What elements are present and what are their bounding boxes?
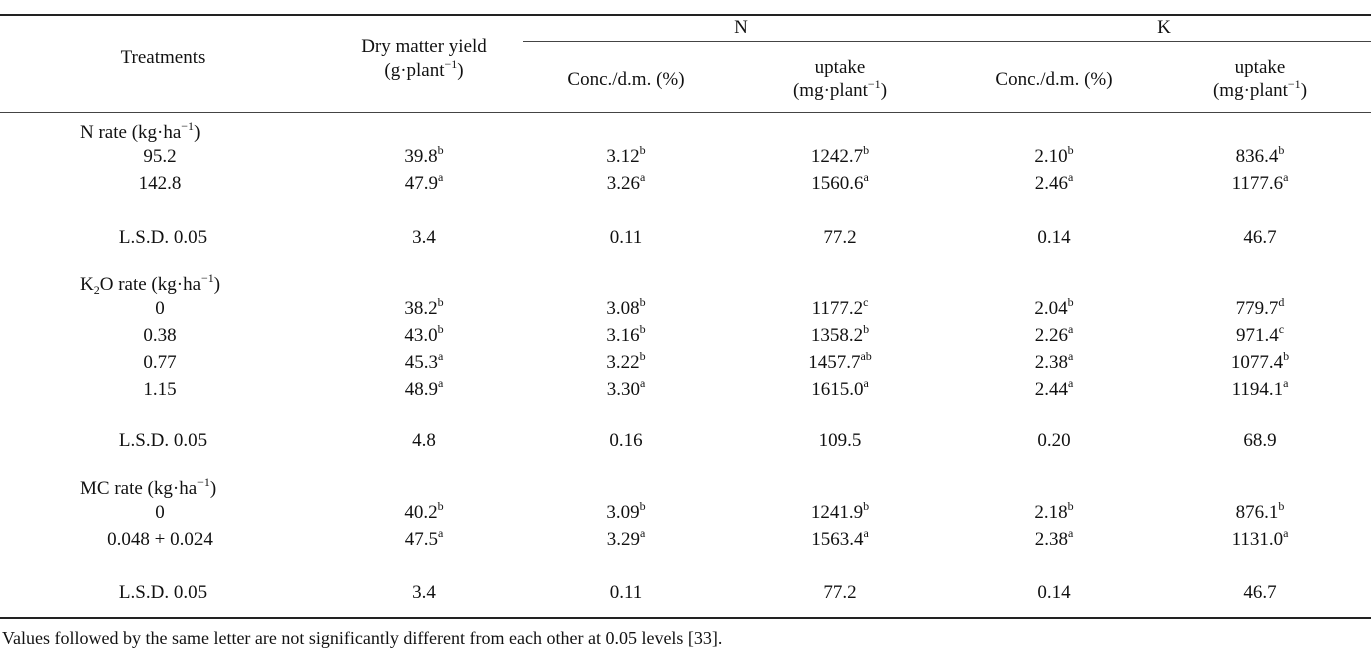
cell-k-conc: 2.26a	[1034, 321, 1074, 346]
cell-n-uptake: 1242.7b	[810, 142, 870, 167]
section-title: K2O rate (kg·ha−1)	[80, 270, 221, 297]
lsd-k-uptake: 46.7	[1243, 227, 1277, 248]
cell-dry-matter-yield: 47.5a	[404, 525, 444, 550]
cell-k-conc: 2.38a	[1034, 525, 1074, 550]
cell-n-conc: 3.09b	[606, 498, 646, 523]
cell-k-uptake: 876.1b	[1235, 498, 1285, 523]
cell-n-conc: 3.12b	[606, 142, 646, 167]
lsd-n-uptake: 77.2	[823, 582, 857, 603]
header-n-uptake: uptake	[814, 57, 866, 78]
cell-k-conc: 2.38a	[1034, 348, 1074, 373]
lsd-k-conc: 0.14	[1037, 227, 1071, 248]
lsd-n-conc: 0.11	[609, 582, 643, 603]
lsd-label: L.S.D. 0.05	[118, 227, 208, 248]
cell-k-conc: 2.44a	[1034, 375, 1074, 400]
header-treatments: Treatments	[120, 47, 206, 68]
lsd-k-uptake: 46.7	[1243, 582, 1277, 603]
cell-k-uptake: 779.7d	[1235, 294, 1285, 319]
cell-n-uptake: 1177.2c	[811, 294, 869, 319]
lsd-n-conc: 0.16	[609, 430, 643, 451]
cell-dry-matter-yield: 47.9a	[404, 169, 444, 194]
group-header-rule	[523, 41, 1371, 42]
header-n-uptake-unit: (mg·plant−1)	[792, 76, 888, 101]
header-n-conc: Conc./d.m. (%)	[567, 69, 685, 90]
lsd-dry-matter-yield: 3.4	[412, 582, 436, 603]
treatment-label: 0.77	[143, 352, 177, 373]
lsd-k-conc: 0.20	[1037, 430, 1071, 451]
table-top-rule	[0, 14, 1371, 16]
cell-n-conc: 3.16b	[606, 321, 646, 346]
cell-k-conc: 2.04b	[1034, 294, 1074, 319]
cell-n-conc: 3.22b	[606, 348, 646, 373]
lsd-dry-matter-yield: 4.8	[412, 430, 436, 451]
table-bottom-rule	[0, 617, 1371, 619]
treatment-label: 95.2	[143, 146, 177, 167]
lsd-label: L.S.D. 0.05	[118, 430, 208, 451]
header-dry-matter-unit: (g·plant−1)	[384, 56, 464, 81]
cell-n-uptake: 1358.2b	[810, 321, 870, 346]
cell-dry-matter-yield: 38.2b	[404, 294, 444, 319]
cell-dry-matter-yield: 45.3a	[404, 348, 444, 373]
header-group-n: N	[734, 17, 748, 38]
cell-dry-matter-yield: 43.0b	[404, 321, 444, 346]
header-bottom-rule	[0, 112, 1371, 113]
treatment-label: 0	[155, 298, 165, 319]
cell-n-conc: 3.29a	[606, 525, 646, 550]
cell-k-uptake: 971.4c	[1235, 321, 1285, 346]
treatment-label: 0	[155, 502, 165, 523]
cell-dry-matter-yield: 48.9a	[404, 375, 444, 400]
cell-k-uptake: 1131.0a	[1231, 525, 1289, 550]
cell-k-uptake: 836.4b	[1235, 142, 1285, 167]
lsd-label: L.S.D. 0.05	[118, 582, 208, 603]
section-title: MC rate (kg·ha−1)	[80, 474, 217, 499]
lsd-n-uptake: 109.5	[818, 430, 862, 451]
treatment-label: 142.8	[138, 173, 182, 194]
cell-n-conc: 3.26a	[606, 169, 646, 194]
cell-k-uptake: 1077.4b	[1230, 348, 1290, 373]
cell-n-uptake: 1457.7ab	[808, 348, 872, 373]
cell-n-conc: 3.08b	[606, 294, 646, 319]
lsd-n-conc: 0.11	[609, 227, 643, 248]
cell-n-uptake: 1563.4a	[811, 525, 869, 550]
cell-k-conc: 2.46a	[1034, 169, 1074, 194]
cell-n-conc: 3.30a	[606, 375, 646, 400]
cell-n-uptake: 1560.6a	[811, 169, 869, 194]
treatment-label: 0.048 + 0.024	[107, 529, 213, 550]
table-footnote: Values followed by the same letter are n…	[2, 628, 723, 648]
header-k-uptake: uptake	[1234, 57, 1286, 78]
lsd-n-uptake: 77.2	[823, 227, 857, 248]
header-dry-matter-yield: Dry matter yield	[361, 36, 487, 57]
header-k-conc: Conc./d.m. (%)	[995, 69, 1113, 90]
header-group-k: K	[1157, 17, 1171, 38]
cell-dry-matter-yield: 40.2b	[404, 498, 444, 523]
cell-k-uptake: 1194.1a	[1231, 375, 1289, 400]
cell-n-uptake: 1241.9b	[810, 498, 870, 523]
cell-k-uptake: 1177.6a	[1231, 169, 1289, 194]
lsd-k-conc: 0.14	[1037, 582, 1071, 603]
treatment-label: 0.38	[143, 325, 177, 346]
cell-dry-matter-yield: 39.8b	[404, 142, 444, 167]
lsd-k-uptake: 68.9	[1243, 430, 1277, 451]
lsd-dry-matter-yield: 3.4	[412, 227, 436, 248]
header-k-uptake-unit: (mg·plant−1)	[1212, 76, 1308, 101]
section-title: N rate (kg·ha−1)	[80, 118, 201, 143]
cell-k-conc: 2.10b	[1034, 142, 1074, 167]
cell-k-conc: 2.18b	[1034, 498, 1074, 523]
treatment-label: 1.15	[143, 379, 177, 400]
cell-n-uptake: 1615.0a	[811, 375, 869, 400]
